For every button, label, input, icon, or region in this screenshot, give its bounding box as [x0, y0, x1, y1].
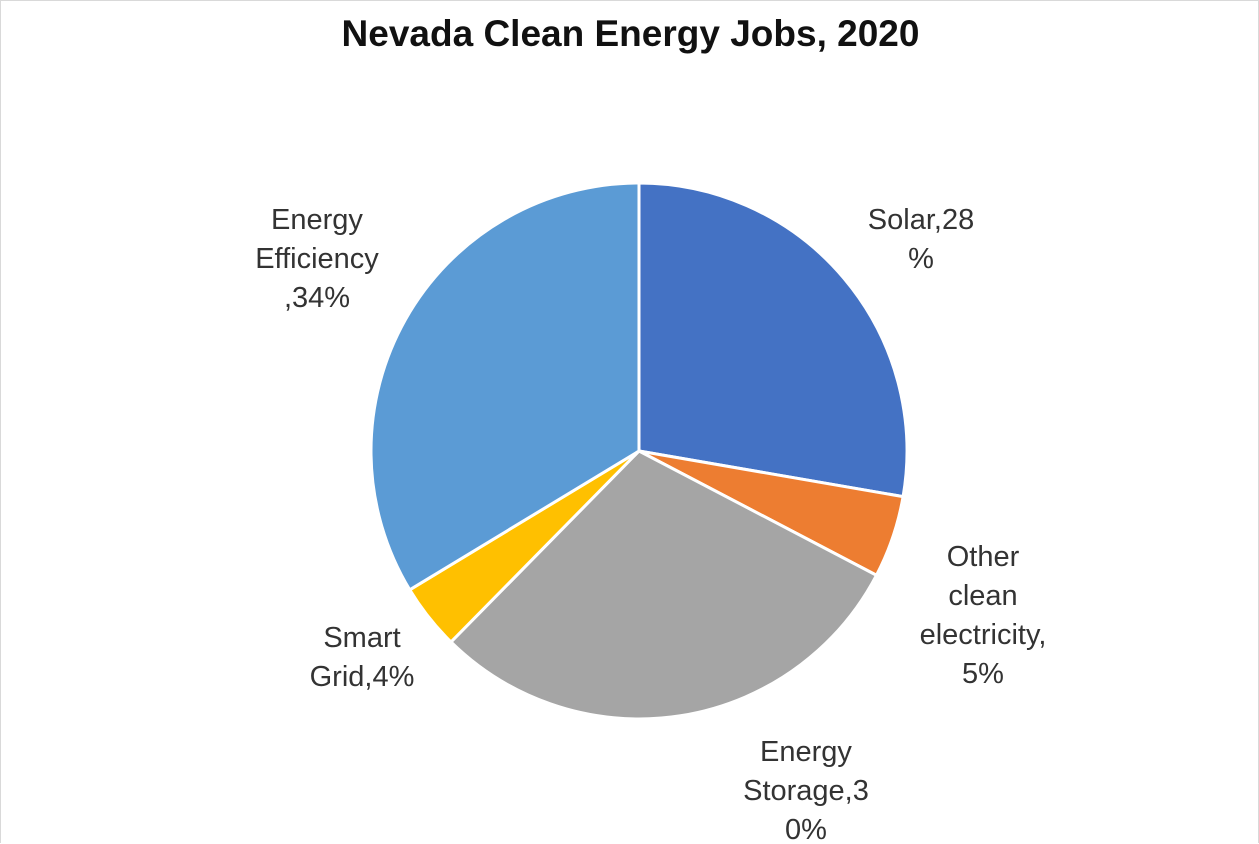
data-label-line: 0%	[785, 814, 827, 844]
data-label-line: Storage,3	[743, 775, 869, 807]
pie-slice-2	[449, 449, 878, 721]
data-label-line: ,34%	[284, 282, 350, 314]
data-label-1: Other clean electricity, 5%	[920, 541, 1047, 690]
data-label-line: Other	[947, 541, 1020, 573]
data-label-line: Smart	[323, 622, 400, 654]
data-label-line: Solar,28	[868, 204, 974, 236]
data-label-line: 5%	[962, 658, 1004, 690]
data-label-line: Grid,4%	[310, 661, 415, 693]
chart-title: Nevada Clean Energy Jobs, 2020	[341, 13, 920, 54]
data-label-line: Energy	[760, 736, 852, 768]
data-label-line: Efficiency	[255, 243, 379, 275]
data-label-2: Energy Storage,3 0%	[743, 736, 869, 844]
data-label-0: Solar,28%	[868, 204, 974, 275]
data-label-line: clean	[948, 580, 1017, 612]
data-label-line: Energy	[271, 204, 363, 236]
pie-slice-4	[369, 181, 641, 592]
data-label-3: Smart Grid,4%	[310, 622, 415, 693]
data-label-line: electricity,	[920, 619, 1047, 651]
pie-slice-0	[637, 181, 909, 499]
data-label-4: Energy Efficiency ,34%	[255, 204, 379, 314]
data-label-line: %	[908, 243, 934, 275]
